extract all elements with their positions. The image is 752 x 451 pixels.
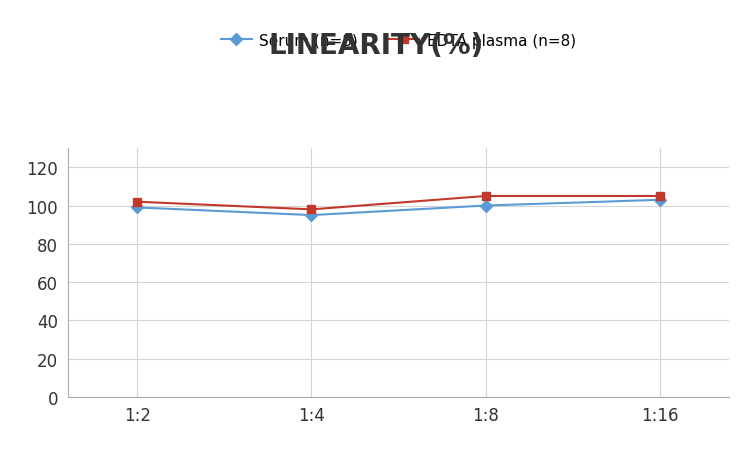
Serum (n=8) xyxy=(307,213,316,218)
EDTA plasma (n=8) xyxy=(133,199,142,205)
Serum (n=8) xyxy=(655,198,664,203)
EDTA plasma (n=8) xyxy=(307,207,316,212)
Line: Serum (n=8): Serum (n=8) xyxy=(133,196,664,220)
Serum (n=8) xyxy=(481,203,490,209)
Legend: Serum (n=8), EDTA plasma (n=8): Serum (n=8), EDTA plasma (n=8) xyxy=(215,28,582,55)
EDTA plasma (n=8) xyxy=(481,194,490,199)
Text: LINEARITY(%): LINEARITY(%) xyxy=(268,32,484,60)
EDTA plasma (n=8) xyxy=(655,194,664,199)
Line: EDTA plasma (n=8): EDTA plasma (n=8) xyxy=(133,193,664,214)
Serum (n=8) xyxy=(133,205,142,211)
